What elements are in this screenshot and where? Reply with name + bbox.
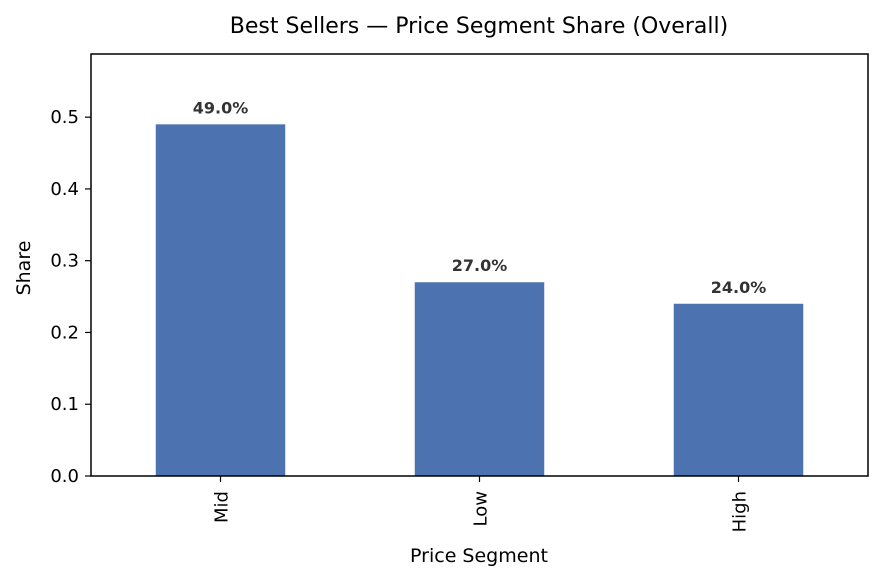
data-label: 27.0% (452, 256, 508, 275)
y-tick-label: 0.1 (50, 394, 79, 415)
bar-mid (155, 124, 286, 476)
y-axis-title: Share (13, 241, 35, 296)
y-tick-label: 0.4 (50, 179, 79, 200)
x-axis-title: Price Segment (410, 545, 548, 567)
bar-low (414, 282, 545, 476)
x-tick-label: Low (471, 491, 492, 526)
y-tick-label: 0.0 (50, 466, 79, 487)
data-label: 24.0% (711, 278, 767, 297)
x-tick-label: High (730, 491, 751, 532)
x-axis: Mid Low High (212, 476, 751, 532)
y-tick-label: 0.5 (50, 107, 79, 128)
chart-title: Best Sellers — Price Segment Share (Over… (230, 14, 728, 39)
bar-high (673, 303, 804, 476)
data-label: 49.0% (193, 98, 249, 117)
bars-layer (155, 124, 804, 476)
y-axis: 0.0 0.1 0.2 0.3 0.4 0.5 (50, 107, 91, 487)
data-labels-layer: 49.0% 27.0% 24.0% (193, 98, 767, 296)
y-tick-label: 0.3 (50, 251, 79, 272)
x-tick-label: Mid (212, 491, 233, 523)
y-tick-label: 0.2 (50, 322, 79, 343)
